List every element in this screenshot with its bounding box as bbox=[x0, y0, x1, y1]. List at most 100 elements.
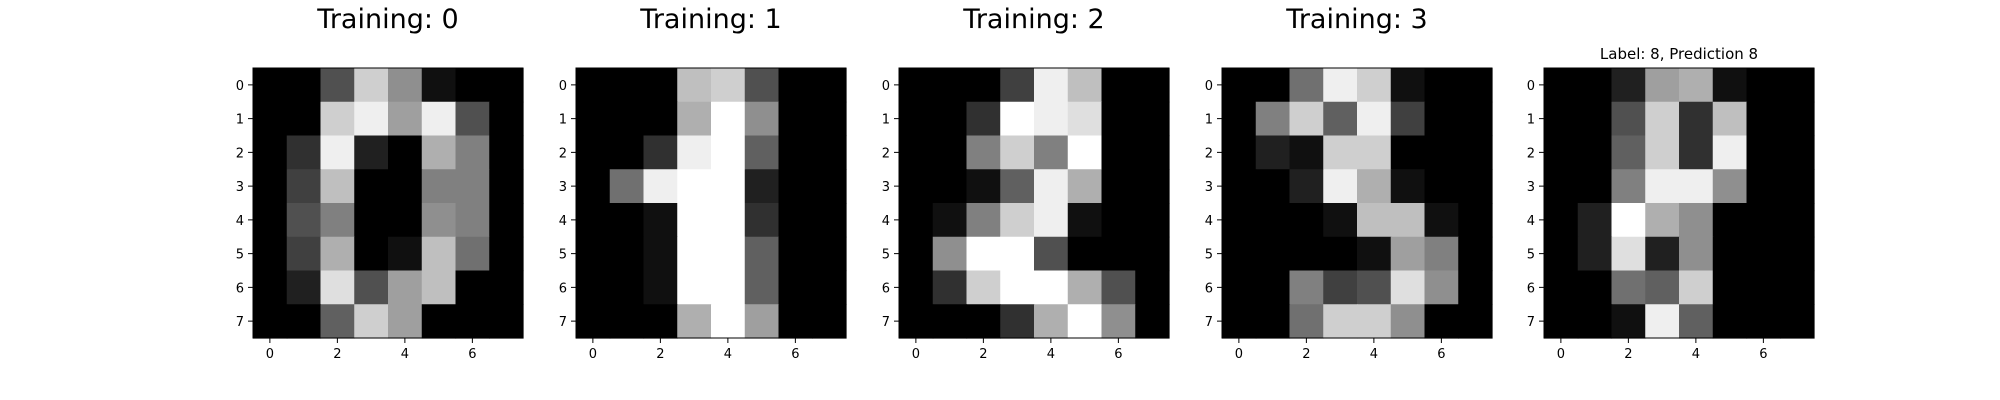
y-tick-label: 7 bbox=[1205, 315, 1213, 330]
x-tick-label: 0 bbox=[1235, 347, 1243, 362]
pixel-cell bbox=[1135, 101, 1170, 137]
x-tick-label: 6 bbox=[1114, 347, 1122, 362]
pixel-cell bbox=[1255, 304, 1291, 339]
pixel-cell bbox=[388, 101, 423, 137]
pixel-cell bbox=[1000, 68, 1035, 103]
y-tick-label: 7 bbox=[236, 315, 244, 330]
pixel-cell bbox=[455, 270, 490, 305]
pixel-cell bbox=[1255, 236, 1291, 272]
y-tick-label: 7 bbox=[559, 315, 567, 330]
pixel-cell bbox=[489, 68, 524, 103]
pixel-cell bbox=[489, 101, 524, 137]
pixel-cell bbox=[744, 236, 780, 272]
pixel-cell bbox=[1323, 135, 1358, 170]
pixel-cell bbox=[1390, 101, 1426, 137]
pixel-cell bbox=[489, 135, 524, 170]
pixel-cell bbox=[677, 270, 712, 305]
pixel-cell bbox=[1780, 68, 1815, 103]
pixel-cell bbox=[899, 169, 934, 204]
pixel-cell bbox=[576, 236, 611, 272]
pixel-cell bbox=[1458, 169, 1493, 204]
pixel-cell bbox=[1222, 68, 1257, 103]
axes-frame bbox=[575, 67, 847, 339]
pixel-cell bbox=[1357, 169, 1392, 204]
pixel-cell bbox=[286, 68, 322, 103]
pixel-cell bbox=[1101, 236, 1136, 272]
pixel-cell bbox=[1135, 203, 1170, 238]
pixel-cell bbox=[320, 304, 355, 339]
pixel-cell bbox=[576, 203, 611, 238]
pixel-cell bbox=[421, 203, 457, 238]
pixel-cell bbox=[253, 236, 288, 272]
pixel-cell bbox=[1390, 68, 1426, 103]
pixel-cell bbox=[899, 135, 934, 170]
panel-title: Training: 0 bbox=[316, 4, 458, 35]
pixel-cell bbox=[320, 169, 355, 204]
pixel-cell bbox=[1645, 68, 1680, 103]
pixel-cell bbox=[320, 203, 355, 238]
panel-title: Label: 8, Prediction 8 bbox=[1600, 45, 1758, 63]
pixel-cell bbox=[711, 101, 746, 137]
pixel-cell bbox=[1458, 203, 1493, 238]
pixel-cell bbox=[455, 135, 490, 170]
pixel-cell bbox=[677, 101, 712, 137]
pixel-cell bbox=[1000, 101, 1035, 137]
pixel-cell bbox=[253, 101, 288, 137]
y-tick-label: 1 bbox=[1205, 113, 1213, 128]
y-tick-label: 7 bbox=[1527, 315, 1535, 330]
pixel-cell bbox=[1424, 203, 1459, 238]
pixel-cell bbox=[932, 304, 968, 339]
pixel-cell bbox=[609, 169, 645, 204]
pixel-cell bbox=[489, 304, 524, 339]
pixel-cell bbox=[1780, 203, 1815, 238]
pixel-cell bbox=[421, 169, 457, 204]
pixel-cell bbox=[609, 203, 645, 238]
pixel-cell bbox=[1544, 236, 1579, 272]
pixel-cell bbox=[1458, 270, 1493, 305]
pixel-cell bbox=[643, 203, 678, 238]
pixel-cell bbox=[744, 304, 780, 339]
pixel-cell bbox=[1289, 270, 1324, 305]
pixel-cell bbox=[899, 203, 934, 238]
pixel-cell bbox=[1712, 270, 1748, 305]
y-tick-label: 0 bbox=[882, 79, 890, 94]
axes-frame bbox=[898, 67, 1170, 339]
pixel-cell bbox=[609, 270, 645, 305]
pixel-cell bbox=[1780, 304, 1815, 339]
y-tick-label: 3 bbox=[559, 180, 567, 195]
pixel-cell bbox=[677, 169, 712, 204]
pixel-cell bbox=[576, 304, 611, 339]
y-tick-label: 2 bbox=[882, 146, 890, 161]
pixel-cell bbox=[1544, 68, 1579, 103]
pixel-cell bbox=[1135, 169, 1170, 204]
pixel-cell bbox=[1101, 101, 1136, 137]
pixel-cell bbox=[812, 236, 847, 272]
pixel-cell bbox=[1424, 304, 1459, 339]
pixel-cell bbox=[1544, 304, 1579, 339]
pixel-cell bbox=[1577, 203, 1613, 238]
pixel-cell bbox=[1679, 68, 1714, 103]
pixel-cell bbox=[1135, 236, 1170, 272]
pixel-cell bbox=[1323, 203, 1358, 238]
pixel-cell bbox=[421, 101, 457, 137]
pixel-cell bbox=[1746, 169, 1781, 204]
pixel-cell bbox=[1222, 203, 1257, 238]
pixel-cell bbox=[1101, 304, 1136, 339]
panel-title: Training: 1 bbox=[639, 4, 781, 35]
pixel-cell bbox=[253, 270, 288, 305]
pixel-cell bbox=[1544, 101, 1579, 137]
pixel-cell bbox=[1577, 101, 1613, 137]
y-tick-label: 6 bbox=[236, 281, 244, 296]
pixel-cell bbox=[643, 101, 678, 137]
pixel-cell bbox=[711, 169, 746, 204]
x-tick-label: 2 bbox=[1624, 347, 1632, 362]
pixel-cell bbox=[1067, 135, 1103, 170]
pixel-cell bbox=[1424, 101, 1459, 137]
x-tick-label: 6 bbox=[1437, 347, 1445, 362]
pixel-cell bbox=[1289, 135, 1324, 170]
pixel-cell bbox=[1222, 270, 1257, 305]
pixel-cell bbox=[320, 135, 355, 170]
pixel-cell bbox=[354, 270, 389, 305]
pixel-cell bbox=[253, 135, 288, 170]
y-tick-label: 1 bbox=[1527, 113, 1535, 128]
